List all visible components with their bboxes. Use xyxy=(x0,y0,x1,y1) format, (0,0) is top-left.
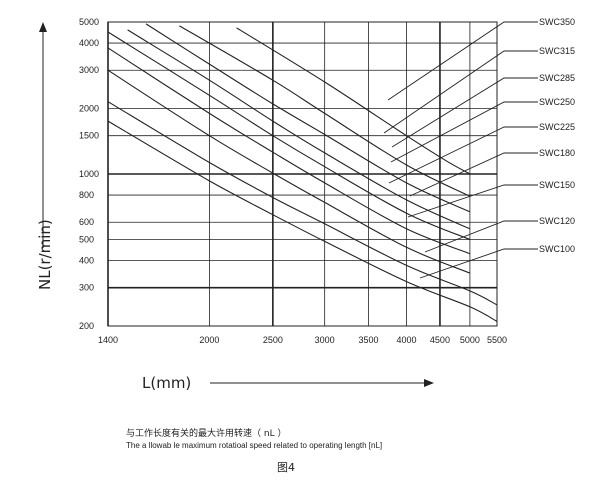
series-label-swc120: SWC120 xyxy=(539,216,575,226)
series-line-swc150 xyxy=(107,69,471,274)
y-axis-label: NL(r/min) xyxy=(36,219,54,290)
leader-line xyxy=(391,77,538,148)
leader-line xyxy=(388,126,538,184)
leader-line xyxy=(390,101,538,163)
x-axis-arrow-icon xyxy=(210,379,434,387)
figure-label: 图4 xyxy=(277,461,295,474)
leader-line xyxy=(409,152,538,197)
series-leader-lines xyxy=(383,21,538,279)
series-label-swc315: SWC315 xyxy=(539,46,575,56)
series-label-swc100: SWC100 xyxy=(539,244,575,254)
series-label-swc285: SWC285 xyxy=(539,73,575,83)
x-tick-label: 5500 xyxy=(487,335,507,345)
y-axis-arrow-icon xyxy=(39,22,47,248)
y-tick-label: 400 xyxy=(79,256,94,266)
plot-frame xyxy=(107,21,498,327)
y-tick-label: 500 xyxy=(79,234,94,244)
x-tick-label: 1400 xyxy=(98,335,118,345)
series-label-swc180: SWC180 xyxy=(539,148,575,158)
series-line-swc315 xyxy=(179,25,471,197)
series-line-swc180 xyxy=(107,47,471,255)
y-tick-label: 1000 xyxy=(79,169,99,179)
y-tick-label: 2000 xyxy=(79,104,99,114)
series-line-swc250 xyxy=(127,29,471,230)
series-label-swc150: SWC150 xyxy=(539,180,575,190)
series-label-swc225: SWC225 xyxy=(539,122,575,132)
caption-english: The a llowab le maximum rotatioal speed … xyxy=(126,441,383,450)
x-tick-label: 2500 xyxy=(263,335,283,345)
tick-labels: 5000 4000 3000 2000 1500 1000 800 600 500 400 300 2… xyxy=(79,17,507,345)
y-tick-label: 600 xyxy=(79,217,94,227)
series-line-swc100 xyxy=(107,120,498,322)
x-tick-label: 5000 xyxy=(460,335,480,345)
leader-line xyxy=(407,184,538,218)
x-axis-label: L(mm) xyxy=(142,374,191,392)
leader-line xyxy=(424,220,538,253)
leader-line xyxy=(383,50,538,134)
series-line-swc350 xyxy=(236,27,471,175)
series-line-swc120 xyxy=(107,101,498,306)
x-tick-label: 3500 xyxy=(358,335,378,345)
series-line-swc225 xyxy=(107,31,471,241)
y-tick-label: 800 xyxy=(79,190,94,200)
x-tick-label: 4500 xyxy=(430,335,450,345)
series-label-swc350: SWC350 xyxy=(539,17,575,27)
y-tick-label: 4000 xyxy=(79,38,99,48)
leader-line xyxy=(387,21,538,101)
leader-line xyxy=(419,248,538,279)
series-line-swc285 xyxy=(145,23,471,213)
chart-curves xyxy=(107,23,498,322)
caption-chinese: 与工作长度有关的最大许用转速（ nL ） xyxy=(126,429,287,439)
y-tick-label: 1500 xyxy=(79,131,99,141)
y-tick-label: 200 xyxy=(79,321,94,331)
y-tick-label: 3000 xyxy=(79,65,99,75)
y-tick-label: 300 xyxy=(79,283,94,293)
series-label-swc250: SWC250 xyxy=(539,97,575,107)
x-tick-label: 4000 xyxy=(396,335,416,345)
x-tick-label: 3000 xyxy=(315,335,335,345)
series-labels: SWC350 SWC315 SWC285 SWC250 SWC225 SWC180 SWC1… xyxy=(539,17,575,254)
chart-svg: 5000 4000 3000 2000 1500 1000 800 600 500 400 300 2… xyxy=(36,17,575,392)
y-tick-label: 5000 xyxy=(79,17,99,27)
x-tick-label: 2000 xyxy=(199,335,219,345)
